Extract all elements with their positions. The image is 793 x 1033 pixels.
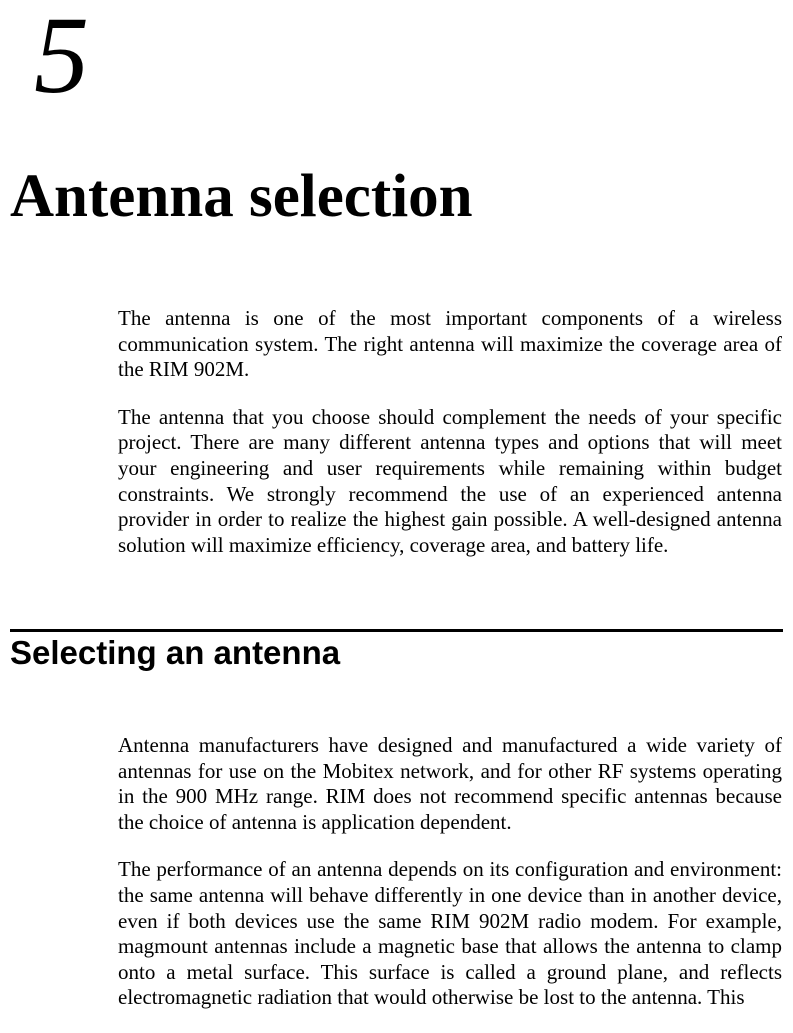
section-paragraph-2: The performance of an antenna depends on… bbox=[118, 857, 782, 1011]
section-body: Antenna manufacturers have designed and … bbox=[118, 733, 782, 1033]
intro-paragraph-2: The antenna that you choose should compl… bbox=[118, 405, 782, 559]
chapter-number: 5 bbox=[34, 0, 89, 110]
section-rule bbox=[10, 629, 783, 632]
page: 5 Antenna selection The antenna is one o… bbox=[0, 0, 793, 1006]
chapter-title: Antenna selection bbox=[10, 162, 473, 232]
chapter-intro: The antenna is one of the most important… bbox=[118, 306, 782, 580]
intro-paragraph-1: The antenna is one of the most important… bbox=[118, 306, 782, 383]
section-paragraph-1: Antenna manufacturers have designed and … bbox=[118, 733, 782, 835]
section-heading: Selecting an antenna bbox=[10, 634, 340, 672]
